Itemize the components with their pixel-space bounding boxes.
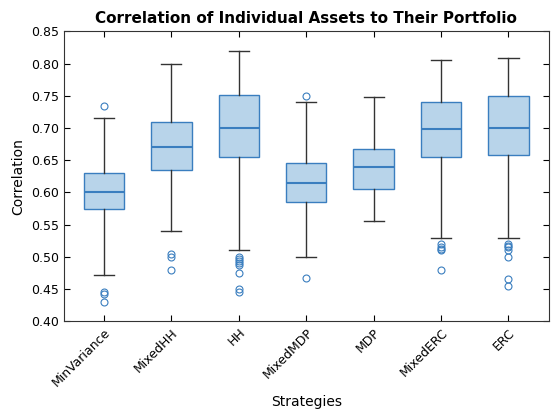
PathPatch shape	[218, 94, 259, 157]
PathPatch shape	[488, 96, 529, 155]
X-axis label: Strategies: Strategies	[270, 395, 342, 409]
PathPatch shape	[421, 102, 461, 157]
PathPatch shape	[286, 163, 326, 202]
PathPatch shape	[84, 173, 124, 209]
PathPatch shape	[353, 149, 394, 189]
Y-axis label: Correlation: Correlation	[11, 138, 25, 215]
PathPatch shape	[151, 122, 192, 170]
Title: Correlation of Individual Assets to Their Portfolio: Correlation of Individual Assets to Thei…	[95, 11, 517, 26]
